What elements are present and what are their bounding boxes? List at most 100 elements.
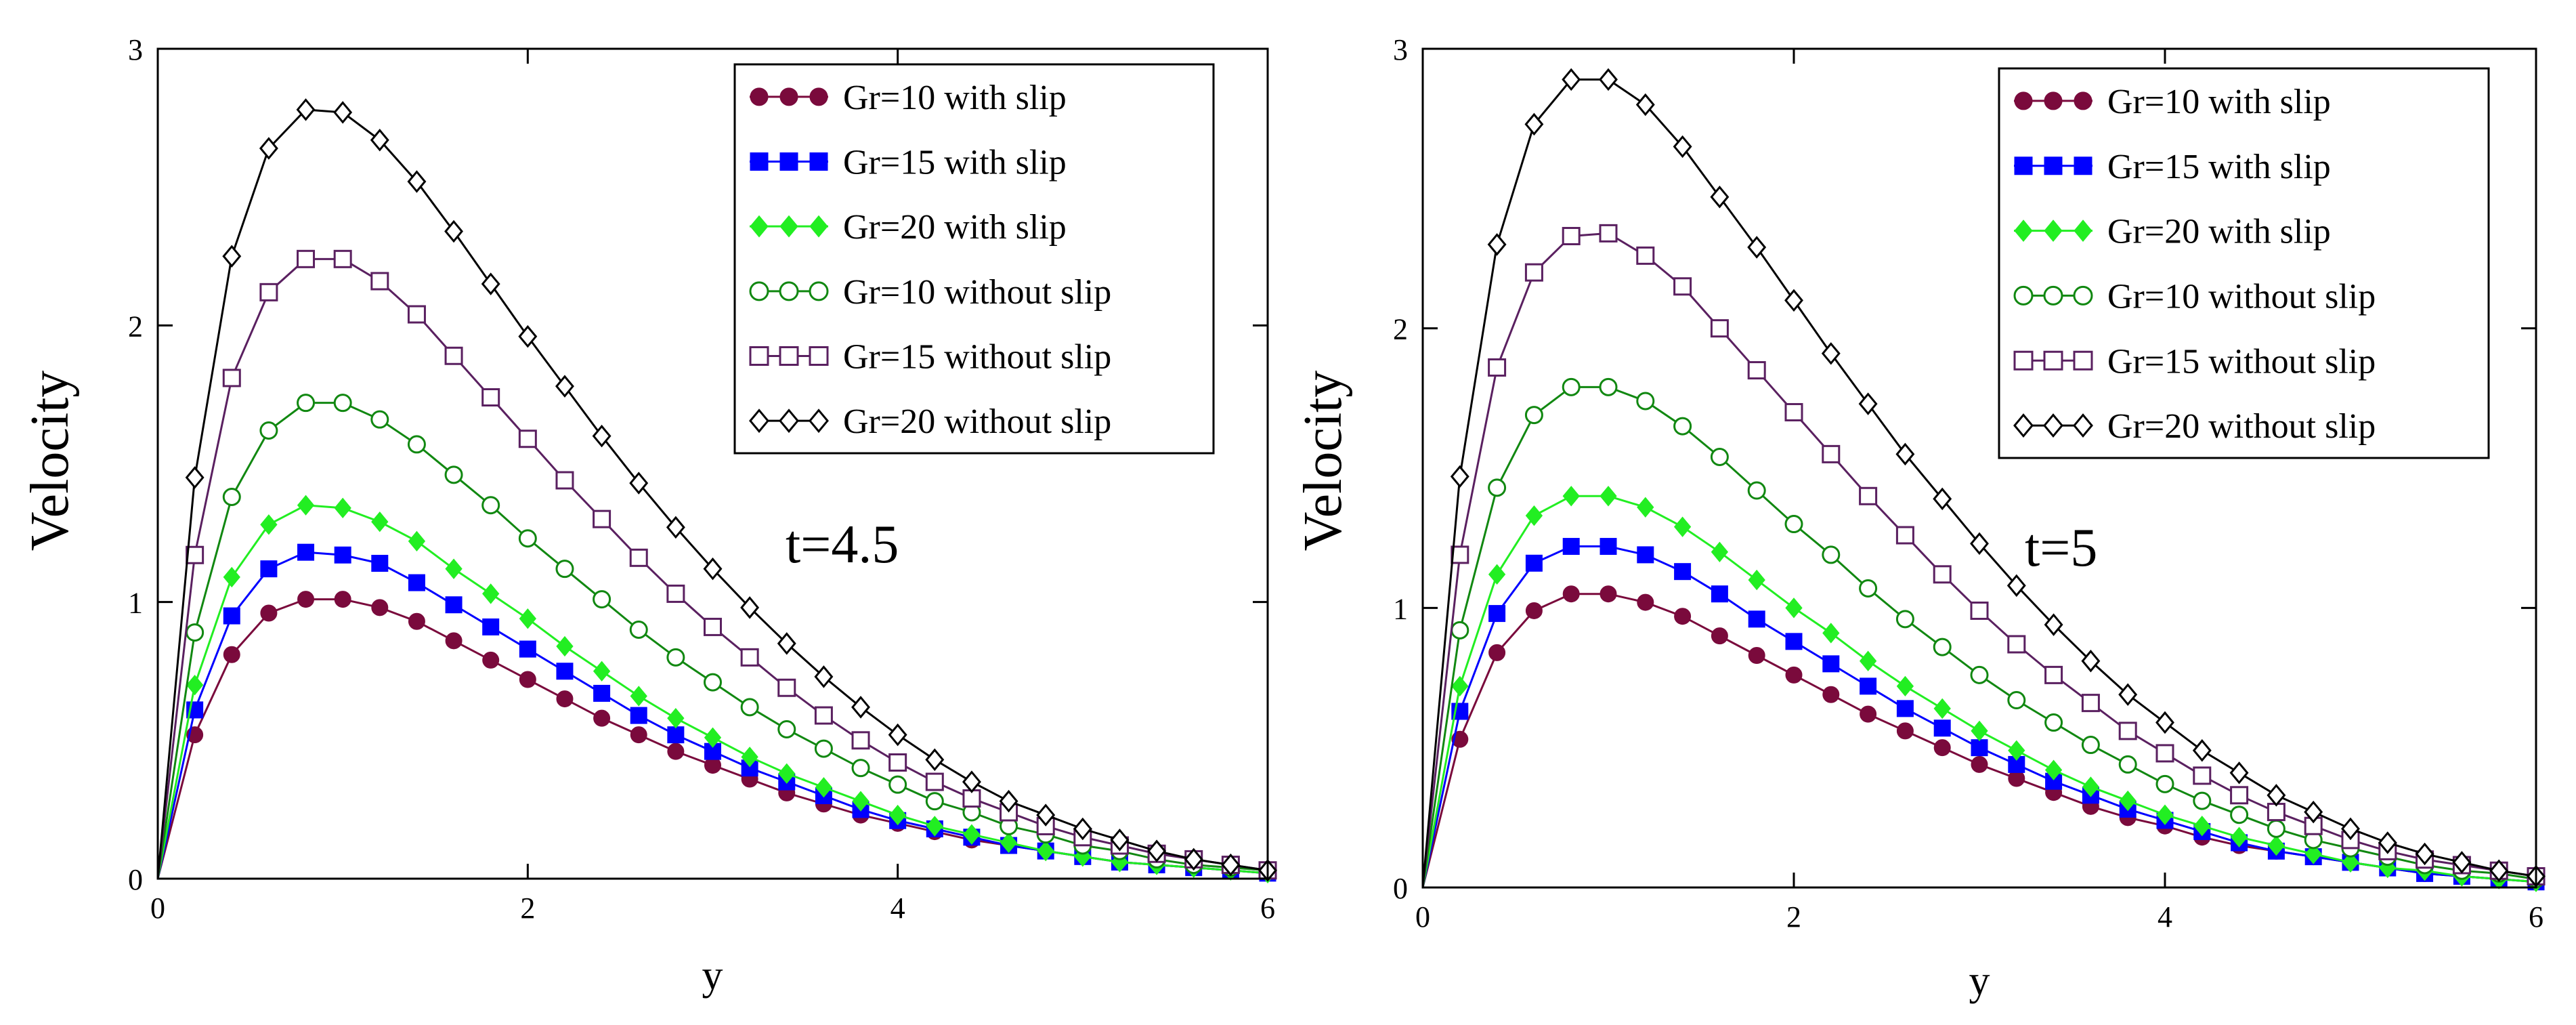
data-point [1895, 526, 1914, 545]
data-point [666, 648, 685, 667]
data-point [408, 574, 425, 591]
legend-marker [2074, 91, 2092, 110]
legend-marker [749, 346, 769, 366]
data-point [630, 686, 647, 707]
legend-label: Gr=10 without slip [843, 273, 1111, 312]
y-tick-label: 0 [1393, 872, 1408, 905]
data-point [2081, 736, 2100, 755]
data-point [1488, 644, 1506, 661]
data-point [334, 497, 351, 519]
data-point [519, 671, 536, 688]
data-point [815, 777, 833, 798]
data-point [2378, 831, 2397, 854]
data-point [407, 305, 426, 324]
data-point [2193, 766, 2212, 785]
data-point [222, 488, 241, 506]
legend-label: Gr=10 with slip [843, 79, 1067, 117]
data-point [1184, 848, 1203, 871]
data-point [2081, 694, 2100, 713]
data-point [297, 249, 316, 268]
data-point [2452, 851, 2472, 874]
data-point [223, 607, 240, 625]
data-point [481, 272, 500, 295]
data-point [2155, 744, 2174, 763]
x-tick-label: 2 [520, 892, 535, 925]
data-point [223, 646, 240, 663]
data-point [629, 548, 648, 567]
data-point [1784, 289, 1803, 312]
series-2 [1421, 538, 2545, 891]
data-point [2230, 806, 2249, 824]
legend-label: Gr=15 with slip [2107, 148, 2331, 186]
legend-marker [2074, 156, 2092, 175]
data-point [667, 726, 685, 744]
data-point [2007, 691, 2026, 710]
data-point [555, 375, 574, 398]
data-point [519, 640, 536, 658]
data-point [371, 511, 389, 532]
data-point [2118, 683, 2138, 707]
data-point [1451, 675, 1469, 697]
data-point [1711, 541, 1729, 562]
data-point [1673, 277, 1692, 296]
data-point [1525, 602, 1543, 619]
legend-marker [809, 409, 829, 434]
data-point [2007, 635, 2026, 654]
data-point [259, 137, 278, 160]
data-point [2081, 649, 2101, 673]
legend: Gr=10 with slip Gr=15 with slip Gr=20 with… [733, 63, 1215, 455]
legend-entry-1: Gr=10 with slip [2014, 83, 2331, 121]
data-point [1971, 720, 1988, 742]
data-point [1673, 417, 1692, 436]
data-point [1970, 601, 1989, 620]
data-point [2118, 721, 2137, 740]
data-point [1673, 135, 1692, 159]
data-point [1635, 93, 1655, 117]
data-point [445, 632, 463, 650]
data-point [297, 394, 316, 413]
data-point [555, 471, 574, 490]
data-point [851, 759, 870, 778]
data-point [703, 557, 723, 581]
data-point [1599, 224, 1618, 243]
data-point [630, 726, 647, 744]
data-point [778, 763, 796, 785]
data-point [1636, 246, 1655, 265]
data-point [667, 742, 685, 760]
data-point [1785, 666, 1803, 684]
data-point [1933, 739, 1951, 757]
data-point [1711, 585, 1728, 603]
data-point [852, 791, 870, 812]
data-point [555, 560, 574, 579]
data-point [777, 720, 796, 738]
data-point [888, 753, 907, 772]
data-point [222, 369, 241, 388]
time-annotation: t=5 [2025, 518, 2097, 578]
data-point [593, 590, 611, 609]
data-point [1524, 263, 1543, 282]
data-point [2118, 755, 2137, 774]
y-tick-label: 3 [128, 33, 143, 66]
data-point [2229, 761, 2249, 785]
legend-markers [749, 409, 829, 434]
legend-marker [779, 152, 798, 171]
data-point [629, 621, 648, 639]
data-point [1562, 585, 1580, 603]
data-point [1785, 598, 1803, 619]
x-axis-label: y [702, 953, 723, 999]
x-tick-label: 0 [1415, 900, 1430, 934]
data-point [482, 618, 500, 635]
x-tick-label: 6 [1260, 892, 1275, 925]
data-point [1000, 832, 1018, 854]
legend-marker [2073, 285, 2093, 306]
data-point [482, 583, 500, 604]
data-point [370, 410, 389, 429]
series-6 [1421, 68, 2546, 888]
data-point [186, 545, 205, 564]
x-tick-label: 4 [890, 892, 905, 925]
data-point [1747, 481, 1766, 500]
legend-box [1998, 67, 2490, 459]
y-tick-label: 2 [1393, 313, 1408, 346]
plot-frame [1421, 47, 2537, 889]
data-point [371, 599, 389, 616]
